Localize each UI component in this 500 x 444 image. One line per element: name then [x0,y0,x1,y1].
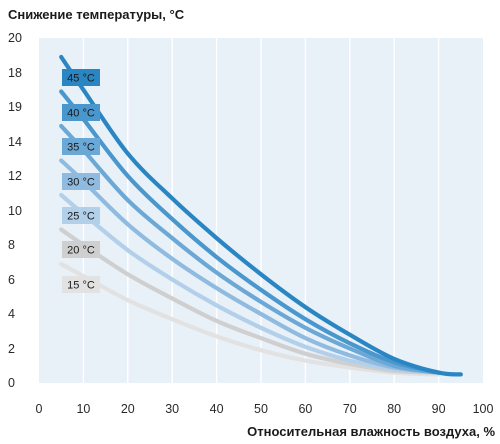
series-line [59,158,441,375]
x-tick-label: 80 [387,402,401,416]
series-label-text: 25 °C [67,211,95,223]
x-tick-label: 0 [36,402,43,416]
y-tick-label: 18 [8,66,22,80]
y-tick-label: 6 [8,273,15,287]
y-tick-label: 0 [8,376,15,390]
x-tick-label: 40 [210,402,224,416]
series-label-box [62,276,100,293]
x-axis-ticks: 0 10 20 30 40 50 60 70 80 90 100 [36,402,494,416]
series-label-box [62,207,100,224]
series-line [59,123,441,375]
y-tick-label: 14 [8,135,22,149]
y-tick-label: 2 [8,342,15,356]
series-label: 25 °C [62,207,100,224]
x-tick-label: 30 [165,402,179,416]
gridlines [82,38,440,383]
series-label: 35 °C [62,138,100,155]
x-tick-label: 90 [432,402,446,416]
series-label-text: 45 °C [67,73,95,85]
series-label: 30 °C [62,173,100,190]
x-tick-label: 10 [76,402,90,416]
chart-title: Снижение температуры, °C [8,7,185,22]
series-label-box [62,173,100,190]
series-label-box [62,104,100,121]
series-label-text: 40 °C [67,108,95,120]
x-tick-label: 60 [298,402,312,416]
series-label: 40 °C [62,104,100,121]
y-tick-label: 20 [8,31,22,45]
y-tick-label: 4 [8,307,15,321]
y-tick-label: 19 [8,100,22,114]
series-label-text: 30 °C [67,177,95,189]
series-label-box [62,241,100,258]
x-axis-title: Относительная влажность воздуха, % [247,424,495,439]
series-label-box [62,138,100,155]
series-line [59,89,441,375]
series-label-text: 20 °C [67,245,95,257]
x-tick-label: 70 [343,402,357,416]
series-line [59,192,441,375]
y-tick-label: 12 [8,169,22,183]
y-tick-label: 10 [8,204,22,218]
series-labels: 45 °C 40 °C 35 °C 30 °C 25 °C 20 °C 15 °C [62,69,100,293]
y-tick-label: 8 [8,238,15,252]
x-tick-label: 20 [121,402,135,416]
series-label-box [62,69,100,86]
series-label: 45 °C [62,69,100,86]
series-line [59,227,441,375]
series-line [59,54,463,377]
series-lines [59,54,463,377]
x-tick-label: 50 [254,402,268,416]
x-tick-label: 100 [473,402,494,416]
series-label: 15 °C [62,276,100,293]
series-label-text: 35 °C [67,142,95,154]
series-label: 20 °C [62,241,100,258]
y-axis-ticks: 0246810121416181920 [8,31,22,390]
series-label-text: 15 °C [67,280,95,292]
series-line [59,261,441,377]
